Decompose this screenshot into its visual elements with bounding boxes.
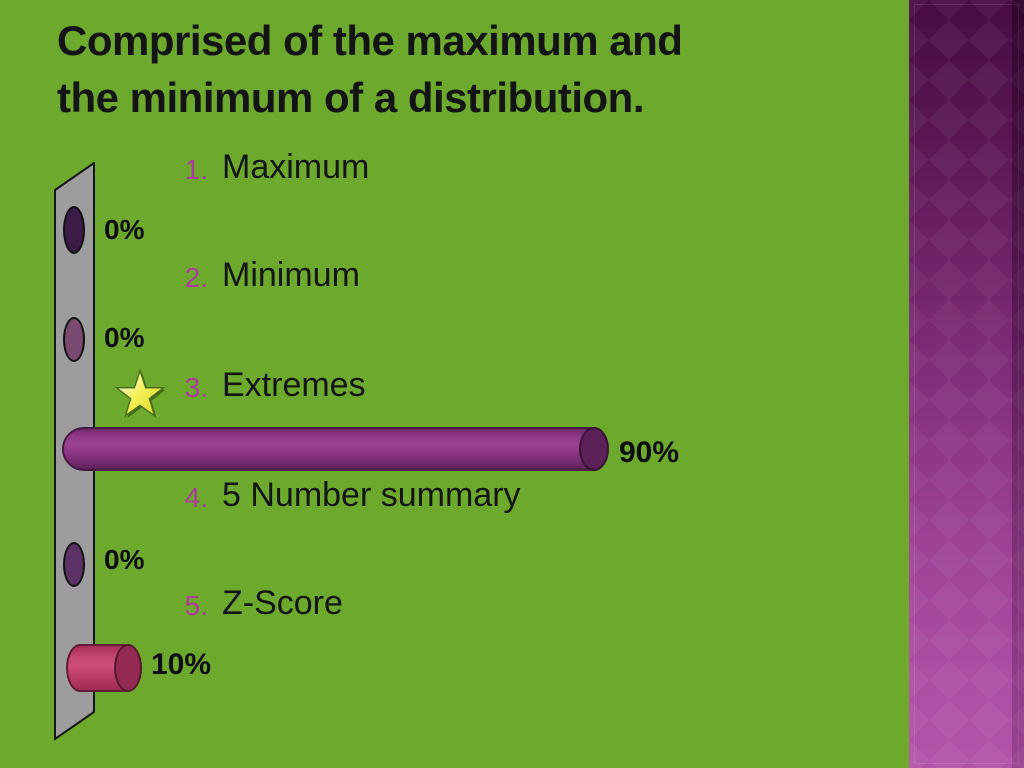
option-number-5: 5. xyxy=(184,590,208,621)
result-bar-z-score-endcap xyxy=(114,644,142,692)
option-number-1: 1. xyxy=(184,154,208,185)
title-line-2: the minimum of a distribution. xyxy=(57,74,645,122)
percent-label-minimum: 0% xyxy=(104,322,145,353)
percent-label-5-number-summary: 0% xyxy=(104,544,145,575)
percent-label-z-score: 10% xyxy=(151,648,212,681)
option-label-z-score: Z-Score xyxy=(222,584,343,622)
zero-bar-marker-5-number-summary xyxy=(63,542,85,587)
decorative-sidebar xyxy=(909,0,1024,768)
option-label-extremes: Extremes xyxy=(222,366,366,404)
slide-title: Comprised of the maximum and the minimum… xyxy=(57,12,887,126)
result-bar-extremes-endcap xyxy=(579,427,609,471)
option-label-5-number-summary: 5 Number summary xyxy=(222,476,521,514)
option-number-4: 4. xyxy=(184,482,208,513)
zero-bar-marker-maximum xyxy=(63,206,85,254)
option-number-2: 2. xyxy=(184,262,208,293)
option-label-maximum: Maximum xyxy=(222,148,370,186)
percent-label-maximum: 0% xyxy=(104,214,145,245)
option-number-3: 3. xyxy=(184,372,208,403)
star-icon xyxy=(114,368,166,418)
percent-label-extremes: 90% xyxy=(619,436,680,469)
title-line-1: Comprised of the maximum and xyxy=(57,17,683,64)
option-label-minimum: Minimum xyxy=(222,256,360,294)
zero-bar-marker-minimum xyxy=(63,317,85,362)
result-bar-extremes xyxy=(62,427,596,471)
sidebar-edge-shadow xyxy=(1012,0,1024,768)
sidebar-frame xyxy=(914,4,1019,764)
